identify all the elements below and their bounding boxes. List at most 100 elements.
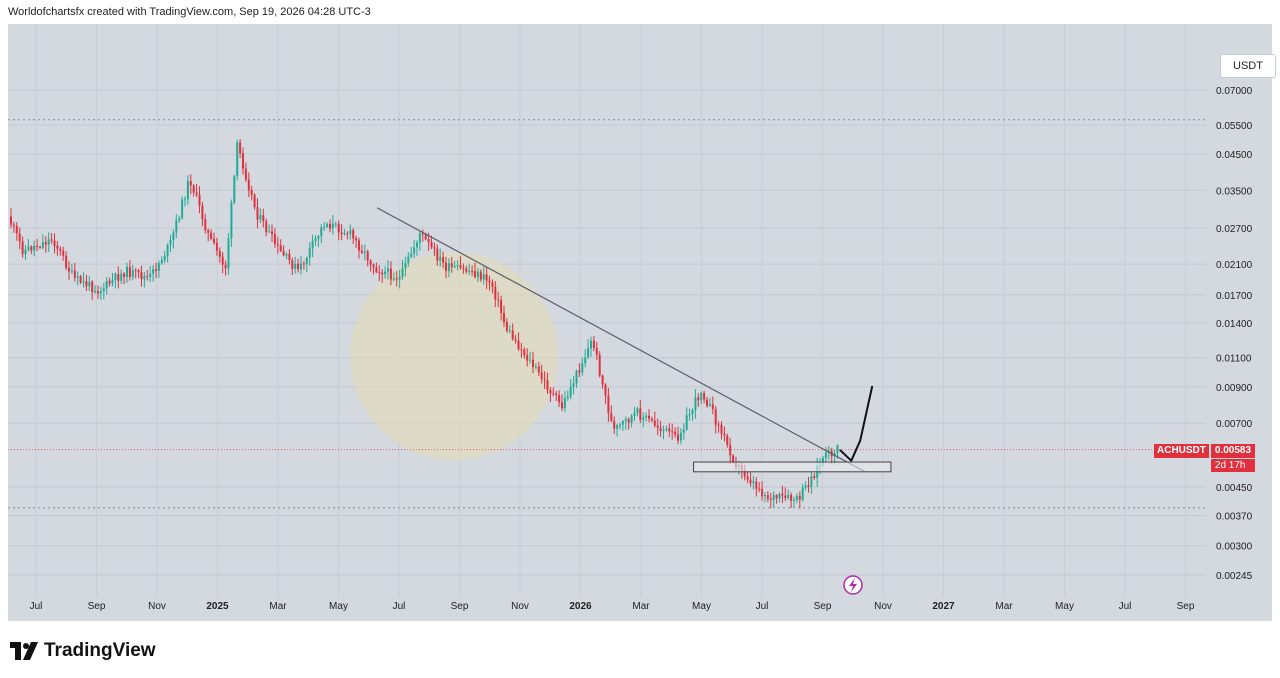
candle [662,429,665,432]
candle [534,366,537,368]
candle [82,281,85,283]
candle [688,414,691,416]
candle [204,219,207,231]
candle [505,322,508,331]
candle [648,415,650,419]
candle [114,274,117,280]
candle [682,429,685,433]
candle [326,223,329,227]
candle [346,233,349,235]
candle [389,268,392,280]
candle [279,245,282,251]
candle [39,246,41,248]
candle [189,180,192,186]
candle [772,495,775,500]
candle [79,276,82,283]
projection-arrow-path [839,385,874,462]
x-tick-label: Sep [88,601,106,612]
candle [404,263,407,269]
candle [323,226,326,228]
candle [10,216,12,225]
x-tick-label: Nov [148,601,166,612]
candle [755,481,758,489]
candle [781,493,784,496]
candle [659,427,662,432]
candle [604,384,607,396]
x-tick-label: Sep [1177,601,1195,612]
candle [369,260,372,265]
candle [459,265,462,268]
candle [749,479,752,484]
x-tick-label: Sep [451,601,469,612]
candle [105,281,108,289]
candle [497,299,500,301]
candle [184,199,186,201]
candle [650,418,653,421]
y-tick-label: 0.00245 [1216,571,1253,582]
candle [352,230,355,239]
candle [711,404,714,410]
candle [813,476,816,479]
candle [421,233,424,235]
candle [268,231,271,233]
candle [447,263,450,271]
x-tick-label: 2027 [932,601,955,612]
candle [679,432,682,441]
candle [697,397,700,401]
y-tick-label: 0.01700 [1216,291,1253,302]
candle [630,415,633,423]
candle [407,256,410,264]
candle [181,199,184,219]
candle [152,269,155,274]
candle [256,207,259,220]
candle [520,349,523,351]
x-tick-label: Sep [814,601,832,612]
price-chart[interactable]: 0.07000 0.05500 0.04500 0.03500 0.02700 0.021… [8,24,1272,621]
candle [453,266,456,268]
candle [311,240,314,249]
candle [476,271,479,277]
candle [413,247,416,254]
currency-button[interactable]: USDT [1220,54,1276,78]
candle [62,250,65,256]
candle [120,273,123,281]
candle [192,185,195,193]
candle [44,242,47,245]
candle [242,153,244,169]
candle [584,357,587,364]
y-tick-label: 0.02100 [1216,260,1253,271]
y-tick-label: 0.01100 [1216,354,1252,365]
candle [494,286,497,300]
candle [239,142,242,154]
candle [401,268,404,277]
candle [769,498,772,500]
candle [616,425,619,429]
candle [375,267,378,273]
x-tick-label: Jul [30,601,43,612]
candle [793,499,795,501]
x-tick-label: Jul [393,601,406,612]
tradingview-logo[interactable]: TradingView [10,640,156,662]
candle [201,205,204,220]
candle [424,234,427,240]
candle [88,281,91,287]
candle [85,281,88,287]
candle [822,457,824,465]
candle [294,263,297,269]
candle [503,312,505,323]
candle [163,255,166,261]
candle [305,257,308,265]
candle [787,494,790,498]
candle [233,175,236,203]
chart-area[interactable]: 0.07000 0.05500 0.04500 0.03500 0.02700 0.021… [8,24,1276,621]
candle [439,257,442,261]
candle [572,383,575,387]
candle [708,404,711,406]
candle [18,233,21,242]
y-tick-label: 0.00300 [1216,542,1253,553]
candle [775,495,778,499]
candle [810,476,813,487]
candle [244,168,247,180]
y-tick-label: 0.01400 [1216,319,1253,330]
candle [126,266,128,277]
